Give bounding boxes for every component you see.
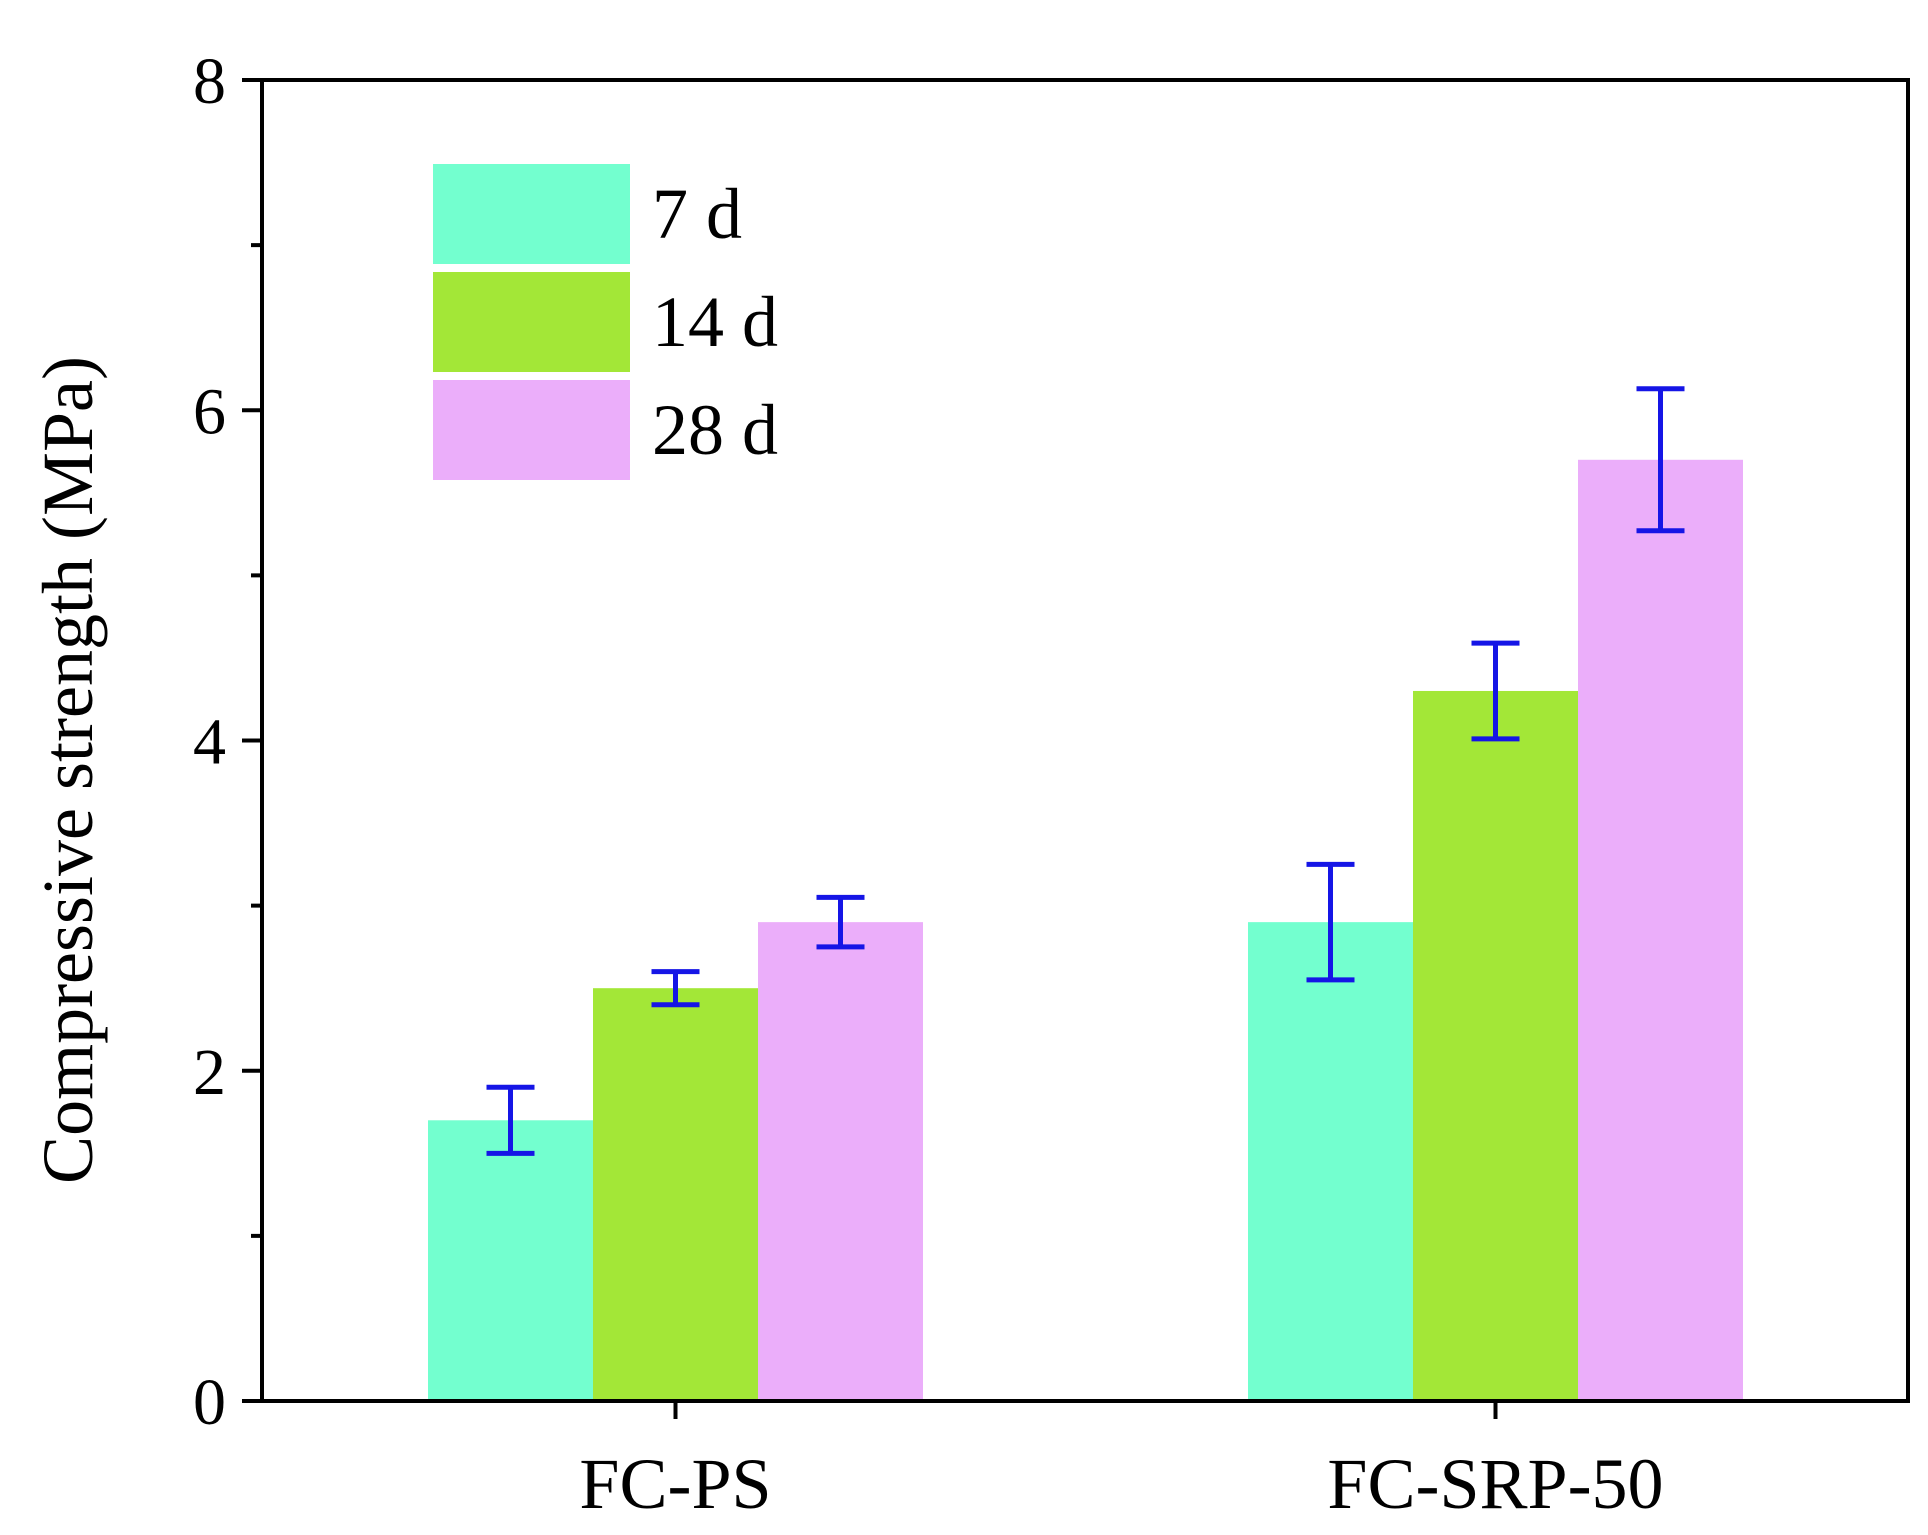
y-tick-label: 0 bbox=[193, 1366, 226, 1439]
y-tick-labels: 0 2 4 6 8 bbox=[193, 45, 226, 1439]
legend-swatch-7d bbox=[433, 164, 630, 264]
y-axis-title: Compressive strength (MPa) bbox=[28, 356, 108, 1184]
bars-layer bbox=[428, 459, 1743, 1402]
y-tick-label: 8 bbox=[193, 45, 226, 118]
axes-layer bbox=[242, 78, 1910, 1419]
error-bars-layer bbox=[486, 386, 1685, 1156]
legend-label: 14 d bbox=[652, 282, 778, 362]
y-tick-label: 2 bbox=[193, 1036, 226, 1109]
legend-label: 28 d bbox=[652, 390, 778, 470]
bar-fc-srp-50-14d bbox=[1413, 690, 1578, 1401]
legend-label: 7 d bbox=[652, 174, 742, 254]
bar-fc-srp-50-7d bbox=[1248, 922, 1413, 1401]
x-tick-label: FC-SRP-50 bbox=[1327, 1444, 1663, 1524]
category-labels: FC-PS FC-SRP-50 bbox=[579, 1444, 1663, 1524]
legend: 7 d 14 d 28 d bbox=[433, 164, 778, 480]
legend-swatch-14d bbox=[433, 272, 630, 372]
bar-fc-ps-28d bbox=[758, 922, 923, 1401]
bar-fc-ps-7d bbox=[428, 1120, 593, 1401]
x-tick-label: FC-PS bbox=[579, 1444, 771, 1524]
y-tick-label: 6 bbox=[193, 375, 226, 448]
legend-swatch-28d bbox=[433, 380, 630, 480]
bar-fc-srp-50-28d bbox=[1578, 459, 1743, 1402]
y-tick-label: 4 bbox=[193, 706, 226, 779]
bar-fc-ps-14d bbox=[593, 988, 758, 1401]
